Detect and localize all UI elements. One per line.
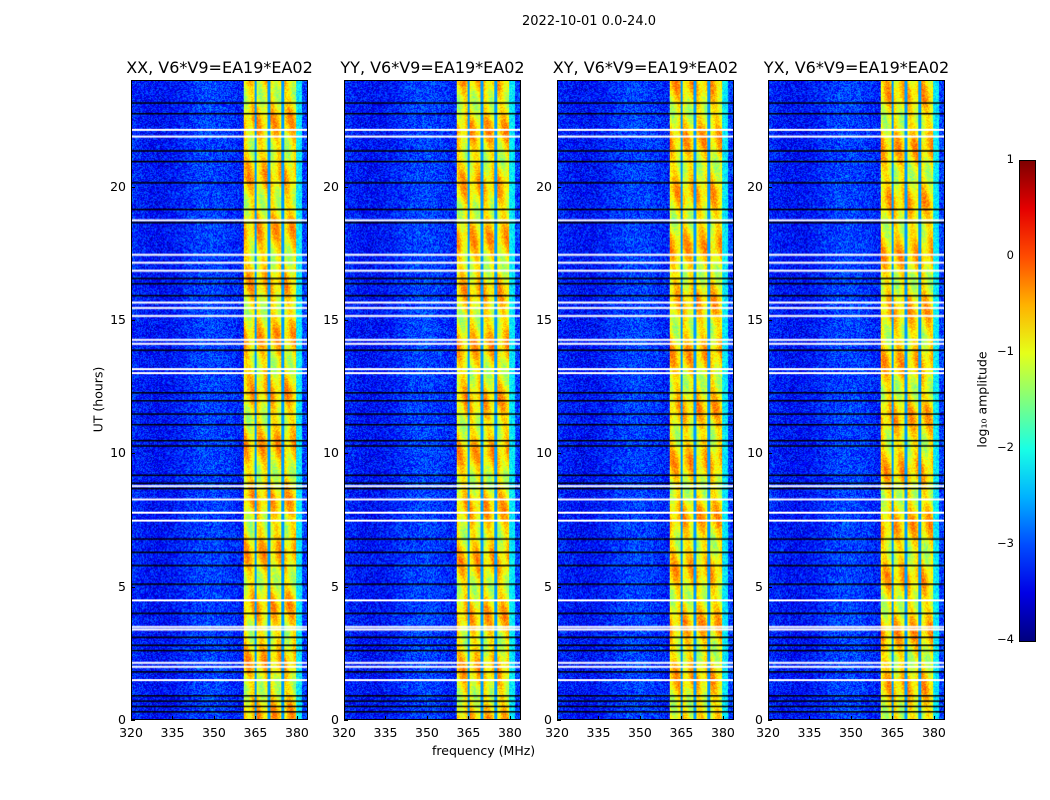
panel-title: YY, V6*V9=EA19*EA02 xyxy=(340,58,525,77)
x-tick-label: 320 xyxy=(119,725,143,740)
y-axis-label: UT (hours) xyxy=(90,366,106,433)
colorbar-tick-label: 0 xyxy=(1006,248,1014,262)
y-tick-label: 0 xyxy=(331,712,339,727)
y-tick xyxy=(344,720,348,721)
x-tick-label: 380 xyxy=(498,725,522,740)
x-tick xyxy=(468,716,470,720)
y-tick-label: 0 xyxy=(544,712,552,727)
colorbar-tick-label: −3 xyxy=(997,536,1014,550)
x-tick xyxy=(426,716,428,720)
y-tick xyxy=(344,186,348,188)
x-tick xyxy=(385,716,387,720)
y-tick-label: 5 xyxy=(544,578,552,594)
y-tick-label: 5 xyxy=(118,578,126,594)
x-tick xyxy=(213,716,215,720)
x-tick-label: 365 xyxy=(880,725,905,740)
panel-title: XY, V6*V9=EA19*EA02 xyxy=(552,58,739,77)
y-tick-label: 10 xyxy=(110,445,126,461)
colorbar xyxy=(1019,160,1036,642)
colorbar-tick-label: 1 xyxy=(1006,152,1014,166)
x-tick xyxy=(598,716,600,720)
figure-title: 2022-10-01 0.0-24.0 xyxy=(522,14,656,29)
y-tick xyxy=(131,320,135,321)
x-tick-label: 365 xyxy=(669,725,694,740)
x-tick xyxy=(509,716,511,720)
y-tick-label: 20 xyxy=(747,178,763,194)
y-tick xyxy=(768,186,772,188)
y-tick xyxy=(768,320,772,321)
colorbar-tick-label: −4 xyxy=(997,632,1014,646)
x-axis-label: frequency (MHz) xyxy=(432,743,536,758)
y-tick xyxy=(768,453,772,455)
y-tick xyxy=(557,586,561,588)
x-tick xyxy=(344,716,345,720)
x-tick xyxy=(131,716,132,720)
x-tick-label: 320 xyxy=(545,725,569,740)
x-tick xyxy=(639,716,641,720)
x-tick xyxy=(892,716,894,720)
x-tick-label: 365 xyxy=(243,725,268,740)
x-tick-label: 335 xyxy=(373,725,398,740)
heatmap-panel-2 xyxy=(344,80,521,720)
x-tick-label: 350 xyxy=(415,725,439,740)
x-tick-label: 335 xyxy=(797,725,822,740)
y-tick xyxy=(131,453,135,455)
x-tick xyxy=(681,716,683,720)
panel-title: YX, V6*V9=EA19*EA02 xyxy=(763,58,950,77)
y-tick-label: 20 xyxy=(110,178,126,194)
heatmap-panel-3 xyxy=(557,80,734,720)
x-tick-label: 380 xyxy=(285,725,309,740)
x-tick xyxy=(557,716,558,720)
x-tick xyxy=(809,716,811,720)
y-tick-label: 10 xyxy=(536,445,552,461)
x-tick-label: 380 xyxy=(922,725,946,740)
y-tick xyxy=(344,453,348,455)
colorbar-tick-label: −2 xyxy=(997,440,1014,454)
y-tick-label: 15 xyxy=(747,312,763,327)
x-tick xyxy=(722,716,724,720)
x-tick-label: 320 xyxy=(756,725,780,740)
y-tick-label: 5 xyxy=(755,578,763,594)
y-tick xyxy=(768,586,772,588)
heatmap-panel-1 xyxy=(131,80,308,720)
x-tick xyxy=(768,716,769,720)
x-tick xyxy=(850,716,852,720)
y-tick-label: 15 xyxy=(323,312,339,327)
x-tick-label: 365 xyxy=(456,725,481,740)
y-tick xyxy=(557,320,561,321)
x-tick xyxy=(296,716,298,720)
y-tick-label: 20 xyxy=(536,178,552,194)
y-tick xyxy=(557,453,561,455)
x-tick-label: 335 xyxy=(160,725,185,740)
y-tick-label: 10 xyxy=(323,445,339,461)
x-tick-label: 350 xyxy=(839,725,863,740)
y-tick-label: 10 xyxy=(747,445,763,461)
x-tick-label: 335 xyxy=(586,725,611,740)
x-tick xyxy=(255,716,257,720)
colorbar-tick-label: −1 xyxy=(997,344,1014,358)
y-tick xyxy=(131,186,135,188)
y-tick xyxy=(557,720,561,721)
y-tick xyxy=(344,320,348,321)
y-tick xyxy=(344,586,348,588)
x-tick-label: 380 xyxy=(711,725,735,740)
y-tick xyxy=(131,720,135,721)
y-tick-label: 15 xyxy=(110,312,126,327)
y-tick-label: 15 xyxy=(536,312,552,327)
x-tick xyxy=(933,716,935,720)
x-tick-label: 320 xyxy=(332,725,356,740)
y-tick-label: 20 xyxy=(323,178,339,194)
y-tick xyxy=(768,720,772,721)
y-tick-label: 5 xyxy=(331,578,339,594)
x-tick xyxy=(172,716,174,720)
y-tick-label: 0 xyxy=(755,712,763,727)
panel-title: XX, V6*V9=EA19*EA02 xyxy=(126,58,313,77)
y-tick xyxy=(131,586,135,588)
x-tick-label: 350 xyxy=(202,725,226,740)
x-tick-label: 350 xyxy=(628,725,652,740)
y-tick xyxy=(557,186,561,188)
y-tick-label: 0 xyxy=(118,712,126,727)
heatmap-panel-4 xyxy=(768,80,945,720)
